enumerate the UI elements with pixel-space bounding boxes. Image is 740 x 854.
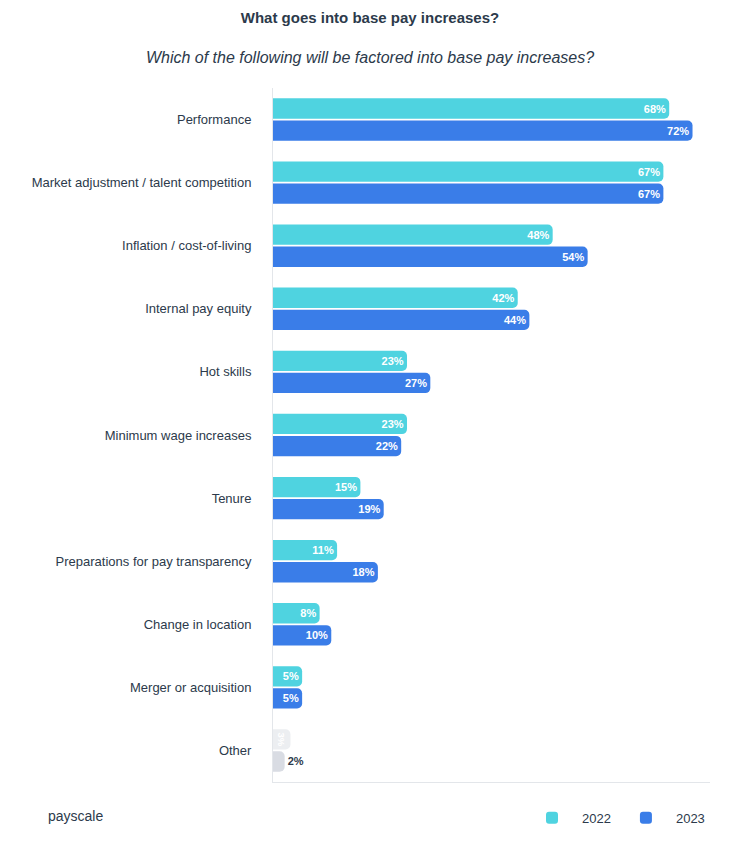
- svg-text:23%: 23%: [382, 418, 404, 430]
- svg-text:Hot skills: Hot skills: [199, 364, 252, 379]
- svg-text:15%: 15%: [335, 481, 357, 493]
- svg-text:payscale: payscale: [48, 808, 103, 824]
- svg-text:Performance: Performance: [177, 112, 251, 127]
- svg-text:Internal pay equity: Internal pay equity: [145, 301, 252, 316]
- svg-text:Market adjustment / talent com: Market adjustment / talent competition: [32, 175, 252, 190]
- svg-text:68%: 68%: [644, 103, 666, 115]
- svg-text:3%: 3%: [276, 732, 287, 746]
- svg-text:Change in location: Change in location: [144, 617, 252, 632]
- svg-text:23%: 23%: [382, 355, 404, 367]
- svg-text:Which of the following will be: Which of the following will be factored …: [146, 49, 594, 66]
- svg-text:8%: 8%: [300, 607, 316, 619]
- svg-text:2023: 2023: [676, 811, 705, 826]
- svg-text:67%: 67%: [638, 188, 660, 200]
- svg-text:2%: 2%: [288, 755, 304, 767]
- svg-text:Minimum wage increases: Minimum wage increases: [105, 428, 252, 443]
- svg-text:What goes into base pay increa: What goes into base pay increases?: [241, 9, 499, 26]
- svg-text:Tenure: Tenure: [212, 491, 252, 506]
- svg-text:Preparations for pay transpare: Preparations for pay transparency: [56, 554, 252, 569]
- svg-text:19%: 19%: [358, 503, 380, 515]
- svg-text:11%: 11%: [312, 544, 334, 556]
- svg-text:18%: 18%: [352, 566, 374, 578]
- svg-text:5%: 5%: [283, 670, 299, 682]
- svg-text:72%: 72%: [667, 125, 689, 137]
- svg-text:44%: 44%: [504, 314, 526, 326]
- svg-text:54%: 54%: [562, 251, 584, 263]
- svg-text:Inflation / cost-of-living: Inflation / cost-of-living: [122, 238, 251, 253]
- svg-text:27%: 27%: [405, 377, 427, 389]
- svg-text:Other: Other: [219, 743, 252, 758]
- svg-text:Merger or acquisition: Merger or acquisition: [130, 680, 251, 695]
- svg-text:42%: 42%: [492, 292, 514, 304]
- svg-text:67%: 67%: [638, 166, 660, 178]
- svg-text:10%: 10%: [306, 629, 328, 641]
- svg-text:2022: 2022: [582, 811, 611, 826]
- svg-text:48%: 48%: [527, 229, 549, 241]
- svg-text:22%: 22%: [376, 440, 398, 452]
- svg-text:5%: 5%: [283, 692, 299, 704]
